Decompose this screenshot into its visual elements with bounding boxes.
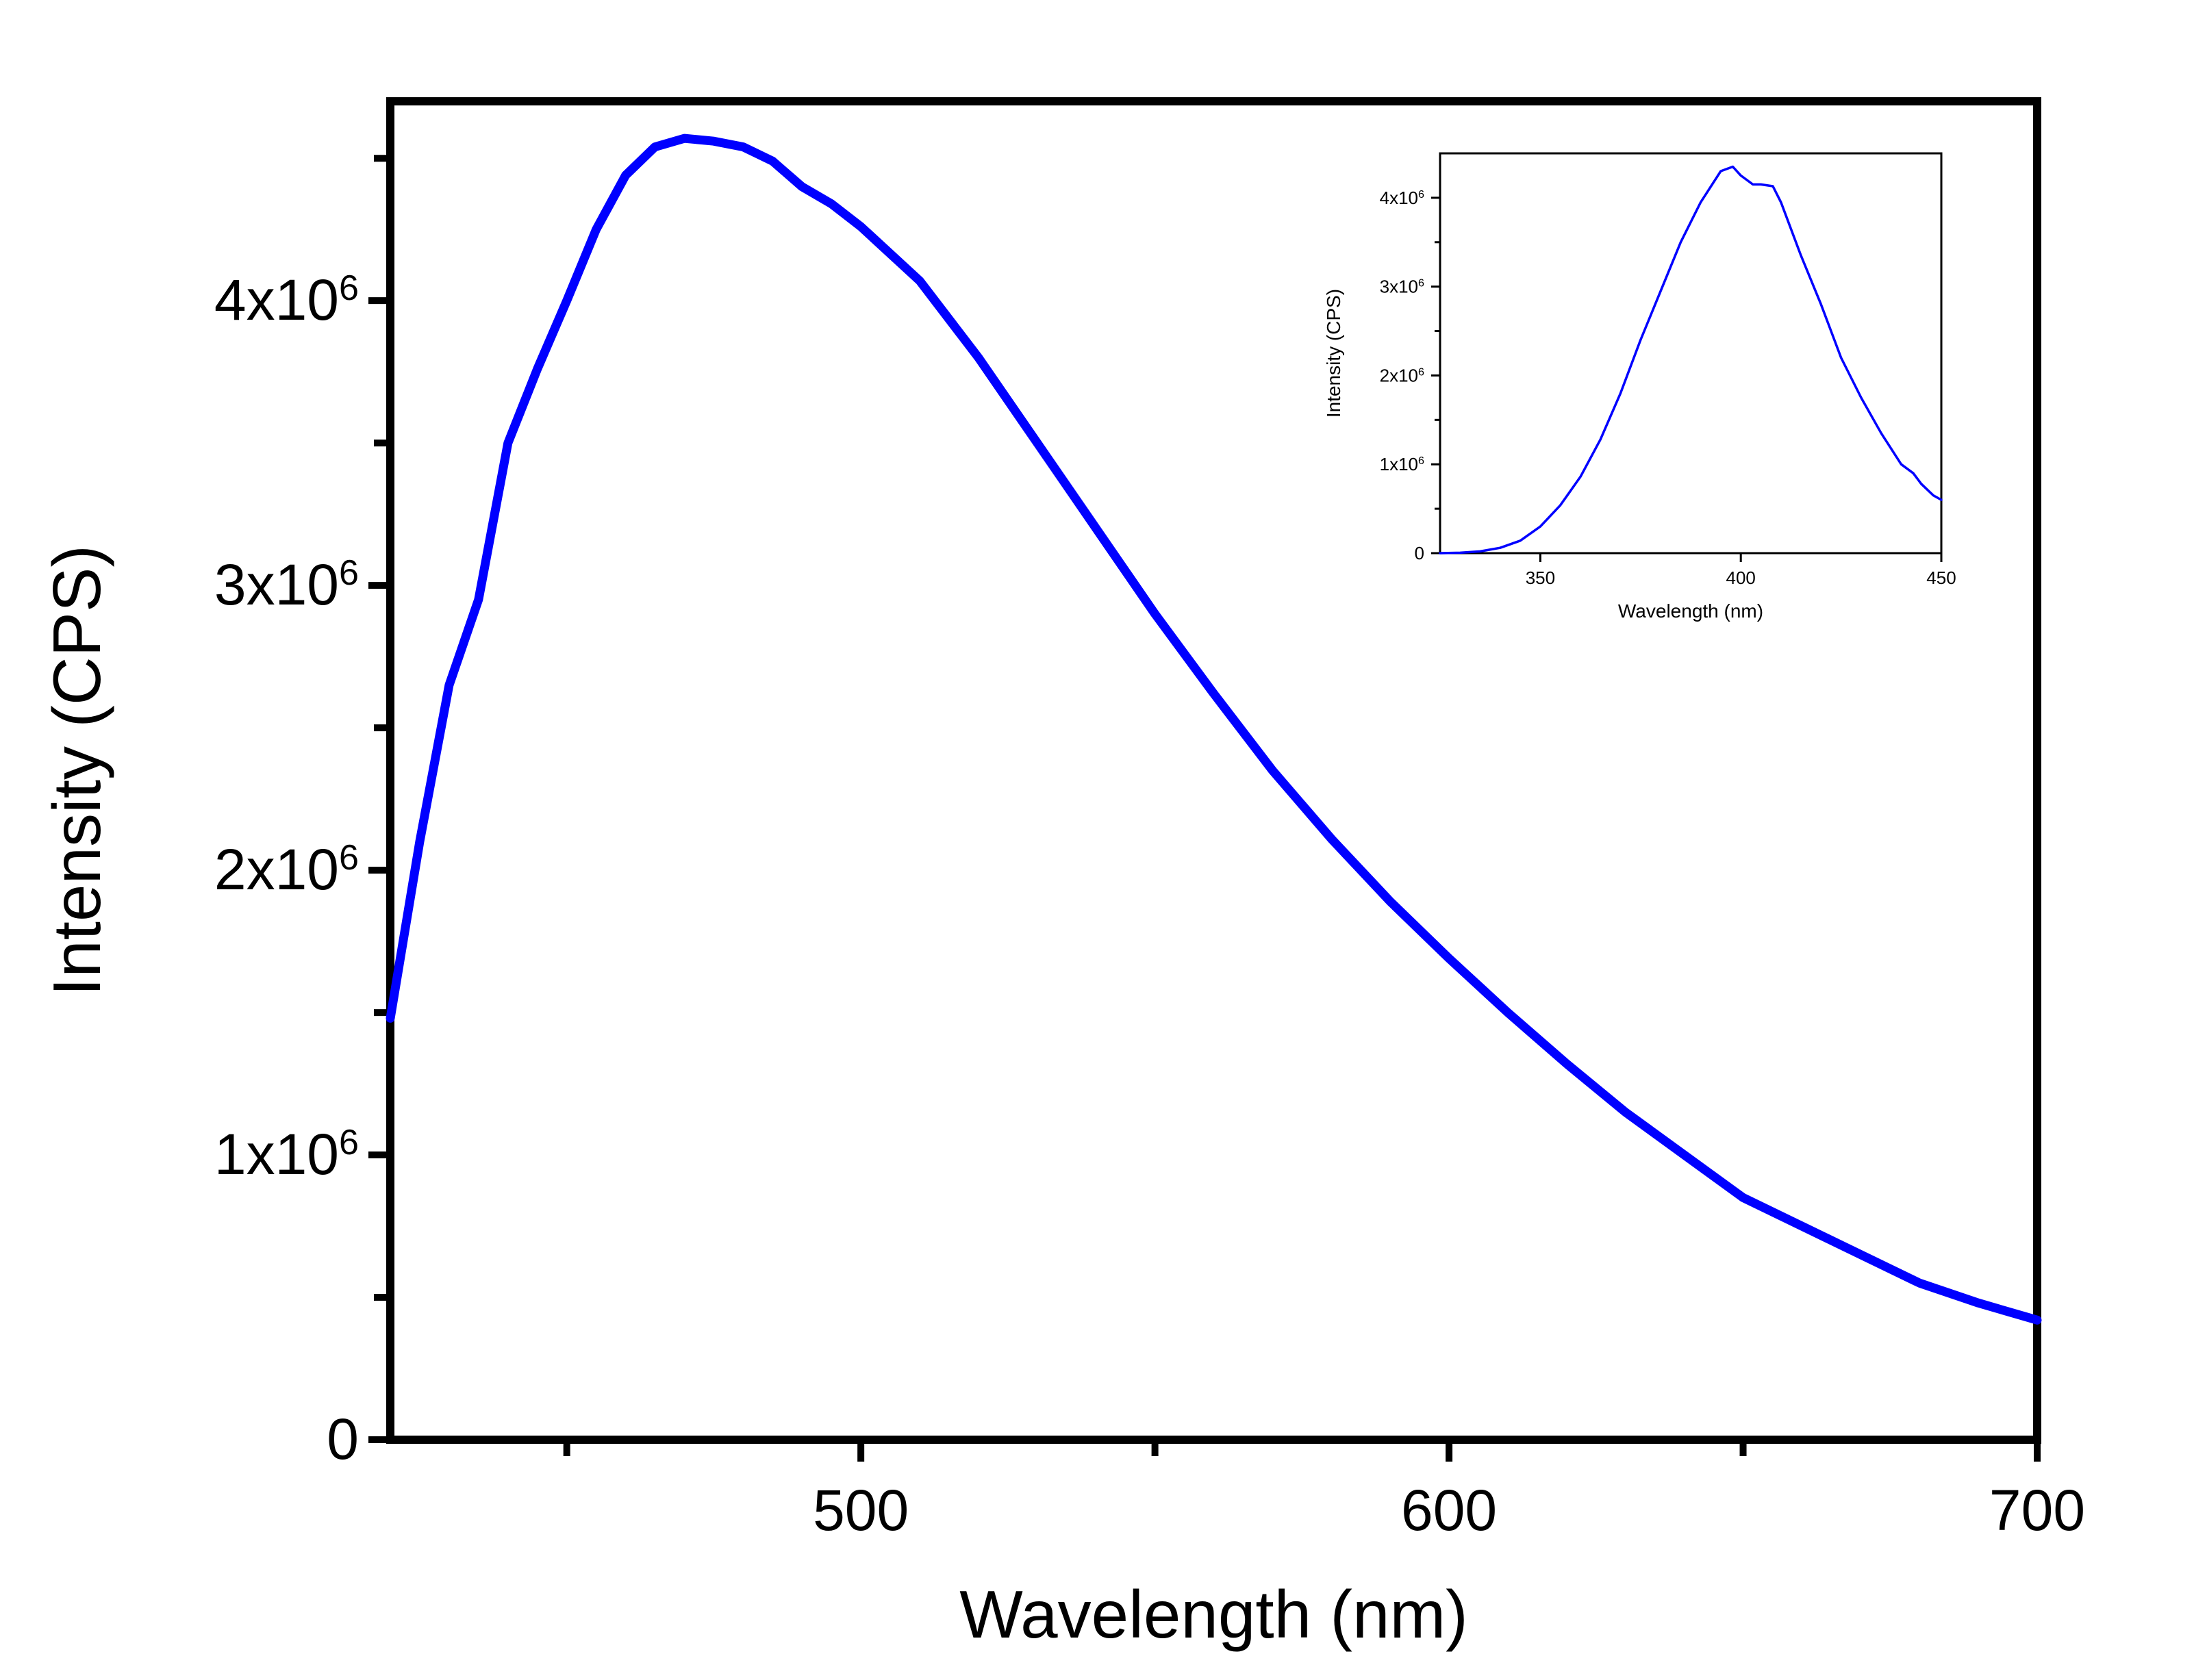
y-tick-label: 0: [1415, 543, 1424, 563]
x-tick-label: 700: [1989, 1478, 2085, 1542]
y-tick-label: 4x106: [1380, 188, 1424, 208]
plot-frame: [386, 97, 2041, 1444]
x-tick-label: 450: [1926, 568, 1956, 588]
y-axis-title: Intensity (CPS): [1323, 289, 1344, 418]
main-chart: 0 1x106 2x106 3x106 4x106 500 600 700 Wavelength…: [39, 97, 2085, 1652]
y-tick-label: 2x106: [214, 837, 359, 902]
y-tick-label: 1x106: [1380, 454, 1424, 474]
x-tick-label: 350: [1526, 568, 1555, 588]
x-axis-title: Wavelength (nm): [1618, 600, 1763, 622]
y-axis-title: Intensity (CPS): [39, 545, 114, 996]
y-tick-label: 0: [327, 1407, 359, 1471]
y-tick-label: 3x106: [214, 552, 359, 617]
y-tick-label: 4x106: [214, 268, 359, 332]
plot-frame: [1439, 152, 1943, 555]
x-tick-label: 500: [813, 1478, 909, 1542]
series-line: [1439, 165, 1943, 555]
y-tick-label: 2x106: [1380, 365, 1424, 385]
y-tick-label: 1x106: [214, 1122, 359, 1186]
x-axis-title: Wavelength (nm): [959, 1577, 1468, 1652]
y-tick-label: 3x106: [1380, 277, 1424, 297]
x-tick-label: 600: [1401, 1478, 1497, 1542]
inset-chart: 0 1x106 2x106 3x106 4x106 350 400 450 Wavelength…: [1323, 152, 1956, 622]
series-line: [386, 133, 2042, 1325]
x-tick-label: 400: [1726, 568, 1756, 588]
